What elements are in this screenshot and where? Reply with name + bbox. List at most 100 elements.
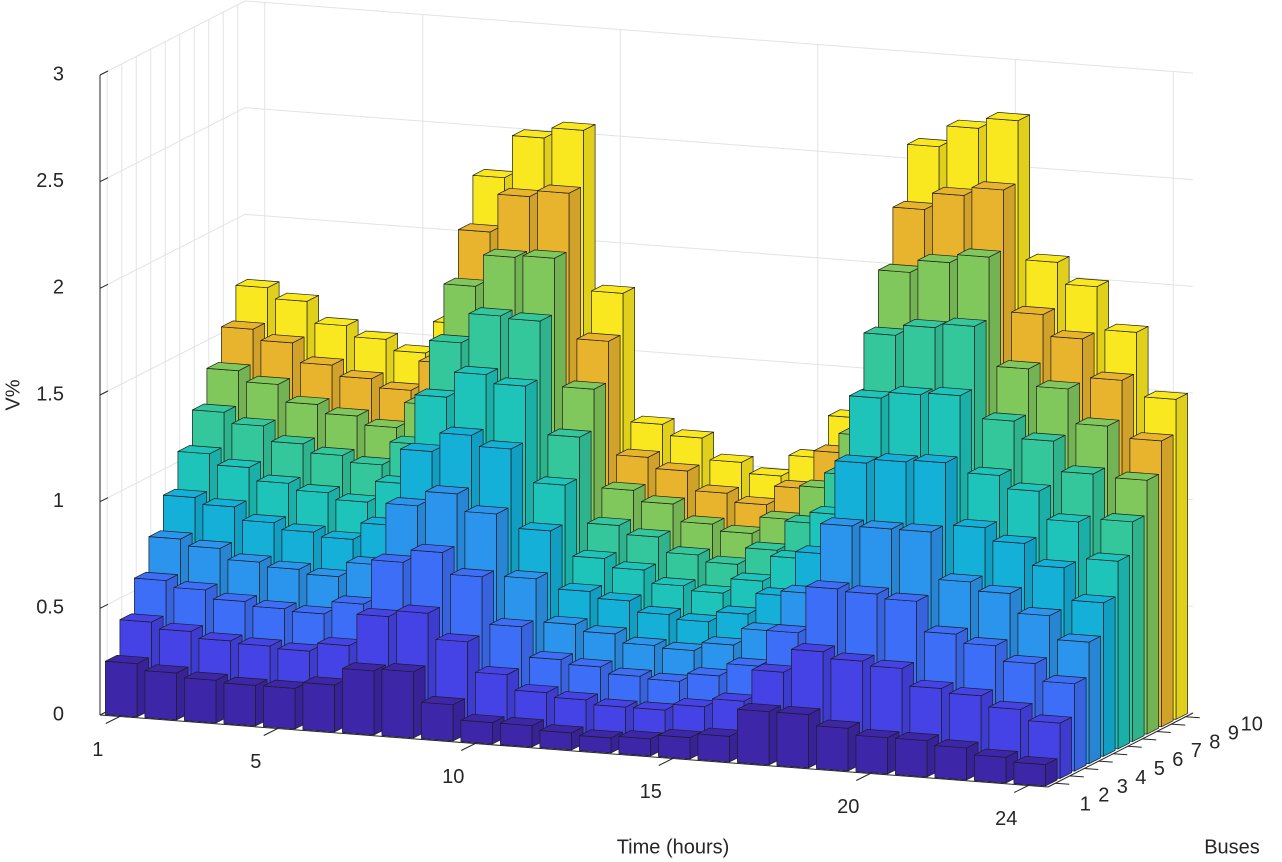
y-tick xyxy=(1185,716,1200,719)
y-tick xyxy=(1098,760,1113,763)
bar-top xyxy=(988,700,1033,710)
z-tick xyxy=(99,177,109,183)
bar-top xyxy=(1025,253,1070,263)
bar-top xyxy=(695,484,739,494)
bar-top xyxy=(928,386,972,396)
bar-top xyxy=(425,485,469,495)
bar-top xyxy=(630,415,675,425)
bar-top xyxy=(957,248,1001,258)
bar-top xyxy=(996,360,1041,370)
bar-top xyxy=(493,377,538,387)
y-tick-label: 2 xyxy=(1098,785,1109,807)
z-tick xyxy=(99,70,109,76)
x-tick xyxy=(1014,785,1029,793)
bar-front xyxy=(855,734,888,775)
bar-top xyxy=(275,292,319,302)
bar-top xyxy=(342,662,386,672)
bar-front xyxy=(223,682,256,727)
bar-top xyxy=(1007,482,1051,492)
bar xyxy=(302,676,347,733)
bar-top xyxy=(464,505,509,515)
y-tick xyxy=(1084,768,1099,770)
bar-top xyxy=(971,181,1016,191)
bar-top xyxy=(1086,552,1130,562)
bar-top xyxy=(1100,513,1145,523)
bar-front xyxy=(105,660,138,718)
grid-line xyxy=(99,107,1194,183)
bar xyxy=(105,654,149,718)
bar-top xyxy=(554,691,598,701)
bar-top xyxy=(884,592,929,602)
y-tick xyxy=(1156,731,1171,733)
bar-top xyxy=(260,334,305,344)
x-tick xyxy=(263,728,278,736)
bar-side xyxy=(1074,677,1087,772)
bar-front xyxy=(263,685,296,730)
z-tick xyxy=(99,603,109,609)
grid-line xyxy=(99,0,1194,76)
bar xyxy=(816,719,860,772)
bar-top xyxy=(504,570,548,580)
bar-top xyxy=(227,553,272,563)
bar xyxy=(895,732,939,778)
bar-front xyxy=(500,722,533,748)
bar-top xyxy=(1061,465,1105,475)
z-tick-label: 3 xyxy=(53,63,64,85)
bar-top xyxy=(543,615,588,625)
x-tick-label: 1 xyxy=(92,739,103,761)
bar-top xyxy=(500,716,544,726)
bar xyxy=(1013,755,1058,787)
y-tick xyxy=(1171,723,1186,726)
y-tick-label: 3 xyxy=(1117,776,1128,798)
bar-top xyxy=(256,474,301,484)
bar-top xyxy=(963,637,1008,647)
bar-top xyxy=(281,523,326,533)
bar-top xyxy=(616,448,660,458)
bar-top xyxy=(119,613,164,623)
y-tick xyxy=(1142,738,1157,741)
bar-top xyxy=(895,732,939,742)
bar-top xyxy=(177,445,222,455)
bar-top xyxy=(551,121,596,131)
bar-top xyxy=(601,481,646,491)
bar-top xyxy=(213,592,257,602)
bar-top xyxy=(285,395,330,405)
bar-top xyxy=(670,429,714,439)
bar-top xyxy=(680,515,725,525)
bar-top xyxy=(942,317,987,327)
bar-top xyxy=(163,488,207,498)
z-tick xyxy=(99,497,109,503)
bar-top xyxy=(198,632,243,642)
y-tick-label: 4 xyxy=(1135,767,1146,789)
bar-top xyxy=(1090,371,1134,381)
bar-top xyxy=(1144,390,1188,400)
bar-top xyxy=(339,370,384,380)
bar-top xyxy=(568,658,613,668)
y-tick-label: 1 xyxy=(1080,794,1091,816)
bar-top xyxy=(1042,675,1087,685)
bar-top xyxy=(1071,594,1116,604)
bar-top xyxy=(953,518,997,528)
bar-front xyxy=(184,677,217,724)
axis-line xyxy=(99,714,1049,788)
bar-top xyxy=(888,386,933,396)
bar-top xyxy=(148,530,193,540)
bar-top xyxy=(597,592,642,602)
z-tick-label: 1.5 xyxy=(36,383,64,405)
y-tick xyxy=(1113,753,1128,756)
bar-top xyxy=(938,573,983,583)
bar-top xyxy=(641,495,685,505)
bar-top xyxy=(579,729,623,739)
bar-top xyxy=(909,679,954,689)
bar-side xyxy=(1175,393,1188,720)
bar xyxy=(184,671,228,724)
bar-top xyxy=(626,528,671,538)
bar-top xyxy=(144,664,189,674)
z-tick xyxy=(99,390,109,396)
bar-top xyxy=(238,637,282,647)
bar xyxy=(855,729,900,775)
bar-top xyxy=(246,375,290,385)
bar-side xyxy=(1088,635,1101,765)
bar-top xyxy=(637,605,681,615)
